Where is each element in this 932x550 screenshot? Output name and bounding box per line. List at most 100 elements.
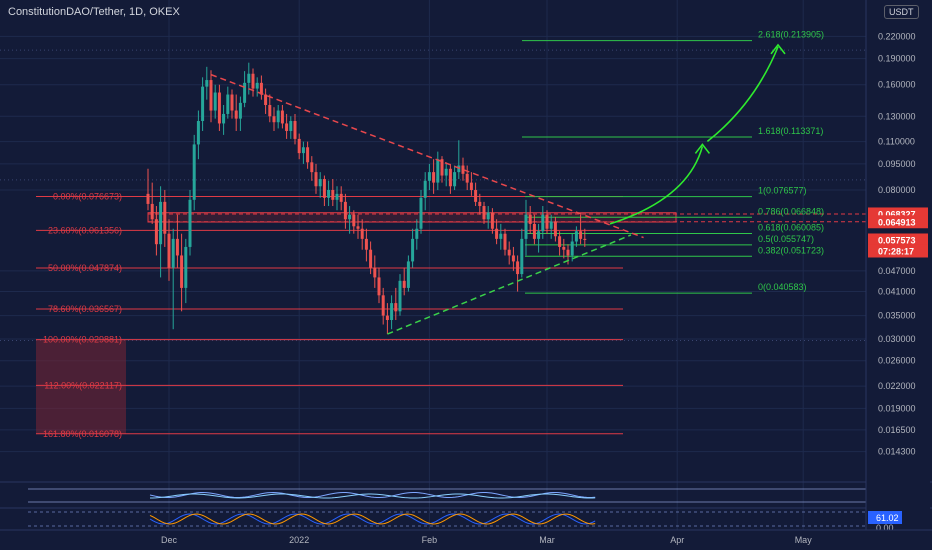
candle-body [163,201,167,234]
y-tick-label: 0.019000 [878,403,916,413]
candle-body [348,214,352,220]
candle-body [436,159,440,183]
candle-body [495,228,499,239]
candle-body [184,246,188,288]
fib-level-label: 100.00%(0.029881) [43,335,122,345]
candle [268,94,272,123]
candle-body [171,238,175,268]
candle-body [516,261,520,275]
candle [259,75,263,100]
y-tick-label: 0.220000 [878,31,916,41]
candle-body [369,249,373,268]
x-tick-label: Apr [670,535,684,545]
candle-body [411,238,415,262]
price-badge [868,215,928,229]
candle-body [234,110,238,119]
time-axis: Dec 2022 Feb Mar Apr May [0,529,932,550]
candle-body [490,212,494,229]
candle-body [289,121,293,131]
candle [251,68,255,97]
candle-body [335,193,339,200]
oscillator-panels [0,481,932,527]
candle [440,156,444,183]
candle-body [230,94,234,111]
candle-body [331,190,335,200]
candle-body [457,165,461,173]
candle-body [297,138,301,154]
candle [150,182,154,224]
candle [377,267,381,304]
candle [427,163,431,191]
candle [369,241,373,275]
candle [163,190,167,247]
candle [171,228,175,330]
candle [465,165,469,191]
candle [184,238,188,304]
candle-body [238,102,242,119]
price-badge-label: 07:28:17 [878,246,914,256]
projection-arrow-2 [706,46,779,143]
candle-body [222,113,226,124]
fib-level-label: 1(0.076577) [758,186,807,196]
y-tick-label: 0.016500 [878,425,916,435]
y-tick-label: 0.026000 [878,356,916,366]
x-tick-label: Mar [539,535,555,545]
candle-body [423,180,427,198]
candle [541,206,545,239]
candle-body [486,212,490,220]
candle [537,223,541,253]
currency-selector[interactable]: USDT [884,5,919,19]
candle-body [478,201,482,207]
candle [511,246,515,271]
x-tick-label: Feb [422,535,438,545]
candle-body [343,201,347,220]
candle [222,105,226,135]
candle-body [188,199,192,247]
candle [411,228,415,268]
price-badge [868,244,928,258]
fib-level-label: 1.618(0.113371) [758,126,823,136]
fib-level-label: 0.5(0.055747) [758,234,814,244]
candle-body [482,206,486,220]
fib-retracement-left: 0.00%(0.076673) 23.60%(0.061356) 50.00%(0.… [36,191,866,439]
candle-body [549,221,553,229]
candle-body [394,303,398,312]
candle-body [255,82,259,89]
support-trendline [387,234,632,335]
y-tick-label: 0.130000 [878,111,916,121]
y-tick-label: 0.022000 [878,381,916,391]
candle [213,84,217,119]
candle [226,86,230,119]
candle-body [360,228,364,239]
candle [264,88,268,114]
candle [159,186,163,278]
time-axis-bg [0,530,932,550]
candle-body [276,110,280,123]
candle [146,168,150,211]
osc1-line-a [149,491,596,499]
candle-body [293,121,297,139]
candle [293,113,297,145]
candle-body [247,73,251,83]
candle [335,186,339,211]
candle-body [251,73,255,89]
candle [188,190,192,256]
candle [486,206,490,229]
candle-body [528,214,532,224]
candle-body [175,238,179,256]
candle [381,287,385,325]
price-axis: 0.220000 0.190000 0.160000 0.130000 0.110000… [865,0,930,550]
candle [516,255,520,292]
candle [289,116,293,139]
candle [243,71,247,108]
candle [272,107,276,131]
candle [348,206,352,234]
candle [327,180,331,207]
x-tick-label: Dec [161,535,178,545]
candle [448,163,452,194]
candle-body [524,214,528,239]
fib-level-label: 0.618(0.060085) [758,223,824,233]
candle-body [562,246,566,250]
candle-body [196,121,200,145]
